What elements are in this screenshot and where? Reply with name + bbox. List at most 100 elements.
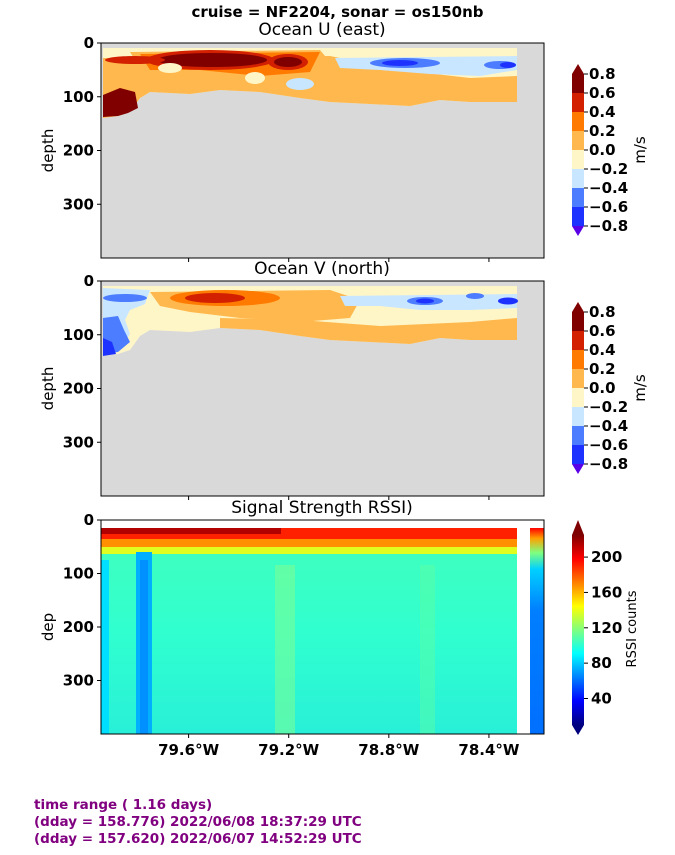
colorbar-segment	[572, 445, 584, 465]
y-tick-label: 100	[63, 326, 94, 344]
colorbar-label: m/s	[631, 136, 649, 164]
colorbar-segment	[572, 93, 584, 113]
y-tick-label: 300	[63, 195, 94, 213]
y-tick-label: 0	[84, 272, 94, 290]
colorbar-rssi-extend-top	[572, 520, 584, 535]
colorbar-extend-bottom	[572, 226, 584, 236]
colorbar-segment	[572, 388, 584, 408]
colorbar-v: 0.80.60.40.20.0−0.2−0.4−0.6−0.8 m/s	[572, 302, 649, 474]
panel-rssi-surface-orange	[101, 539, 517, 547]
panel-u-title: Ocean U (east)	[258, 20, 385, 40]
colorbar-segment	[572, 350, 584, 370]
colorbar-extend-bottom	[572, 464, 584, 474]
panel-rssi-surface-yellow	[101, 547, 517, 554]
panel-v-blue-cell-a-core	[416, 298, 434, 304]
colorbar-tick-label: 120	[591, 619, 622, 637]
footer-line-1: time range ( 1.16 days)	[34, 797, 213, 813]
y-tick-label: 100	[63, 88, 94, 106]
x-tick-label: 79.2°W	[258, 741, 320, 759]
colorbar-tick-label: −0.6	[589, 198, 628, 216]
panel-rssi-field	[101, 528, 517, 734]
panel-v-axes: 0 100 200 300 depth	[39, 272, 490, 500]
colorbar-label: RSSI counts	[625, 590, 640, 667]
colorbar-tick-label: −0.8	[589, 217, 628, 235]
x-tick-label: 79.6°W	[158, 741, 220, 759]
colorbar-tick-label: 200	[591, 548, 622, 566]
colorbar-segment	[572, 188, 584, 208]
panel-rssi-axes: 0 100 200 300 79.6°W 79.2°W 78.8°W 78.4°W dep	[39, 511, 520, 759]
colorbar-segment	[572, 426, 584, 446]
panel-v-west-blue-deep	[103, 338, 116, 356]
panel-v-core-max	[185, 293, 245, 303]
colorbar-segment	[572, 112, 584, 132]
panel-v-blue-cell-c	[466, 293, 484, 299]
footer-line-3: (dday = 157.620) 2022/06/07 14:52:29 UTC	[34, 831, 362, 847]
colorbar-segment	[572, 150, 584, 170]
colorbar-segment	[572, 74, 584, 94]
colorbar-segment	[572, 407, 584, 427]
colorbar-segment	[572, 169, 584, 189]
colorbar-segment	[572, 331, 584, 351]
panel-u-heatmap	[101, 43, 544, 258]
colorbar-tick-label: 40	[591, 689, 612, 707]
panel-rssi-title: Signal Strength RSSI)	[231, 498, 413, 518]
colorbar-tick-label: 0.8	[589, 303, 616, 321]
colorbar-segment	[572, 207, 584, 227]
panel-u-core-west-max	[157, 53, 267, 67]
panel-rssi-heatmap	[101, 520, 544, 734]
footer-line-2: (dday = 158.776) 2022/06/08 18:37:29 UTC	[34, 814, 362, 830]
colorbar-tick-label: −0.2	[589, 398, 628, 416]
colorbar-u: 0.80.60.40.20.0−0.2−0.4−0.6−0.8 m/s	[572, 64, 649, 236]
panel-rssi-right-column	[530, 528, 544, 734]
panel-rssi-stripe-green	[275, 565, 295, 734]
panel-u-cream-patch-2	[158, 63, 182, 73]
colorbar-tick-label: 0.0	[589, 141, 616, 159]
colorbar-tick-label: 0.4	[589, 341, 616, 359]
colorbar-tick-label: −0.8	[589, 455, 628, 473]
colorbar-label: m/s	[631, 374, 649, 402]
panel-u-core-east-max	[274, 57, 302, 67]
colorbar-rssi-gradient	[572, 535, 584, 725]
y-tick-label: 100	[63, 565, 94, 583]
colorbar-tick-label: 160	[591, 583, 622, 601]
panel-v-heatmap	[101, 281, 544, 496]
panel-v-upper-blue	[103, 294, 147, 302]
panel-rssi-stripe-green-2	[420, 565, 435, 734]
x-tick-label: 78.4°W	[458, 741, 520, 759]
colorbar-tick-label: 0.8	[589, 65, 616, 83]
y-axis-label: dep	[39, 613, 57, 641]
colorbar-segment	[572, 369, 584, 389]
panel-rssi-surface-dark	[101, 528, 281, 534]
colorbar-segment	[572, 131, 584, 151]
colorbar-tick-label: 80	[591, 654, 612, 672]
y-tick-label: 200	[63, 142, 94, 160]
colorbar-tick-label: 0.2	[589, 122, 616, 140]
y-tick-label: 300	[63, 433, 94, 451]
colorbar-extend-top	[572, 302, 584, 312]
colorbar-tick-label: −0.2	[589, 160, 628, 178]
panel-u-blue-cell-b-core	[500, 62, 516, 68]
panel-rssi-stripe-west	[101, 560, 109, 734]
panel-v-title: Ocean V (north)	[254, 259, 390, 279]
panel-u-axes: 0 100 200 300 depth	[39, 34, 490, 262]
y-tick-label: 200	[63, 380, 94, 398]
colorbar-tick-label: −0.4	[589, 417, 628, 435]
colorbar-rssi: 200 160 120 80 40 RSSI counts	[572, 520, 640, 735]
y-tick-label: 200	[63, 618, 94, 636]
y-axis-label: depth	[39, 129, 57, 173]
panel-u-bottom-core	[103, 88, 138, 117]
colorbar-segment	[572, 312, 584, 332]
y-tick-label: 0	[84, 511, 94, 529]
panel-v-blue-cell-b	[498, 297, 518, 305]
colorbar-extend-top	[572, 64, 584, 74]
colorbar-tick-label: 0.6	[589, 322, 616, 340]
panel-u-cream-patch	[245, 72, 265, 84]
panel-u-lightblue-patch	[286, 78, 314, 90]
panel-v-orange-lower	[220, 318, 517, 344]
x-tick-label: 78.8°W	[358, 741, 420, 759]
colorbar-tick-label: 0.2	[589, 360, 616, 378]
panel-u-west-jet	[105, 56, 165, 64]
colorbar-tick-label: 0.0	[589, 379, 616, 397]
panel-u-blue-cell-a-core	[382, 60, 418, 66]
